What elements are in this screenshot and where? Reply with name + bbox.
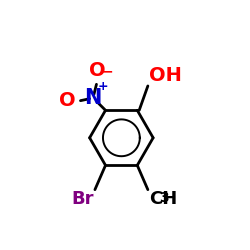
Text: N: N — [84, 88, 102, 108]
Text: CH: CH — [149, 190, 177, 208]
Text: O: O — [88, 62, 105, 80]
Text: 3: 3 — [160, 191, 169, 205]
Text: −: − — [101, 64, 113, 78]
Text: +: + — [98, 80, 108, 93]
Text: Br: Br — [72, 190, 94, 208]
Text: OH: OH — [149, 66, 182, 85]
Text: O: O — [59, 91, 75, 110]
